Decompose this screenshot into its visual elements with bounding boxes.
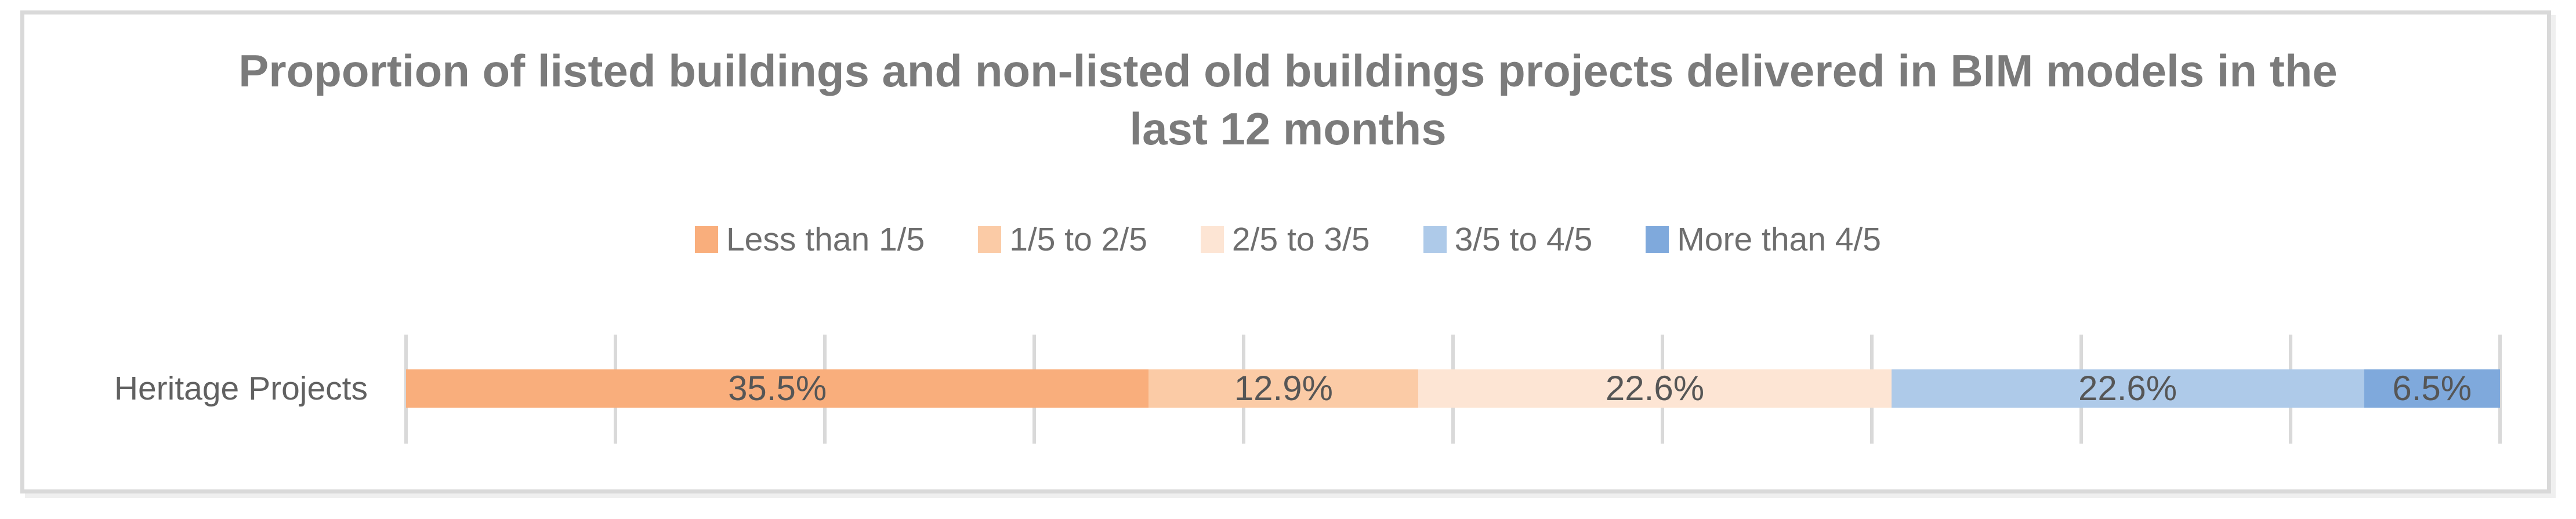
bar-segment-1-5-to-2-5: 12.9%	[1148, 369, 1419, 408]
legend-item: 1/5 to 2/5	[978, 220, 1147, 259]
gridline	[2498, 335, 2502, 444]
chart-title: Proportion of listed buildings and non-l…	[24, 42, 2552, 158]
legend-item-label: 3/5 to 4/5	[1454, 221, 1593, 258]
legend-item-label: Less than 1/5	[726, 221, 925, 258]
chart-title-line-1: Proportion of listed buildings and non-l…	[238, 45, 2338, 96]
legend-item-label: 1/5 to 2/5	[1009, 221, 1147, 258]
legend-swatch-icon	[1646, 226, 1669, 253]
data-label: 12.9%	[1234, 369, 1333, 408]
legend-item-label: More than 4/5	[1677, 221, 1882, 258]
legend-swatch-icon	[978, 226, 1002, 253]
data-label: 22.6%	[2078, 369, 2178, 408]
data-label: 22.6%	[1605, 369, 1705, 408]
legend-swatch-icon	[694, 226, 718, 253]
bar-segment-less-than-1-5: 35.5%	[406, 369, 1149, 408]
bar-segment-3-5-to-4-5: 22.6%	[1891, 369, 2364, 408]
legend-item: More than 4/5	[1646, 220, 1881, 259]
legend-item: 2/5 to 3/5	[1200, 220, 1370, 259]
stacked-bar-heritage-projects: 35.5% 12.9% 22.6% 22.6% 6.5%	[406, 369, 2500, 408]
bar-segment-more-than-4-5: 6.5%	[2364, 369, 2500, 408]
legend-swatch-icon	[1200, 226, 1224, 253]
legend-item-label: 2/5 to 3/5	[1231, 221, 1370, 258]
legend-item: 3/5 to 4/5	[1423, 220, 1593, 259]
data-label: 35.5%	[728, 369, 827, 408]
legend-swatch-icon	[1423, 226, 1447, 253]
data-label: 6.5%	[2392, 369, 2472, 408]
category-label-heritage-projects: Heritage Projects	[114, 370, 368, 407]
legend-item: Less than 1/5	[694, 220, 925, 259]
chart-frame	[20, 10, 2551, 493]
chart-legend: Less than 1/5 1/5 to 2/5 2/5 to 3/5 3/5 to …	[24, 219, 2552, 260]
bar-segment-2-5-to-3-5: 22.6%	[1418, 369, 1892, 408]
chart-title-line-2: last 12 months	[1129, 103, 1447, 154]
